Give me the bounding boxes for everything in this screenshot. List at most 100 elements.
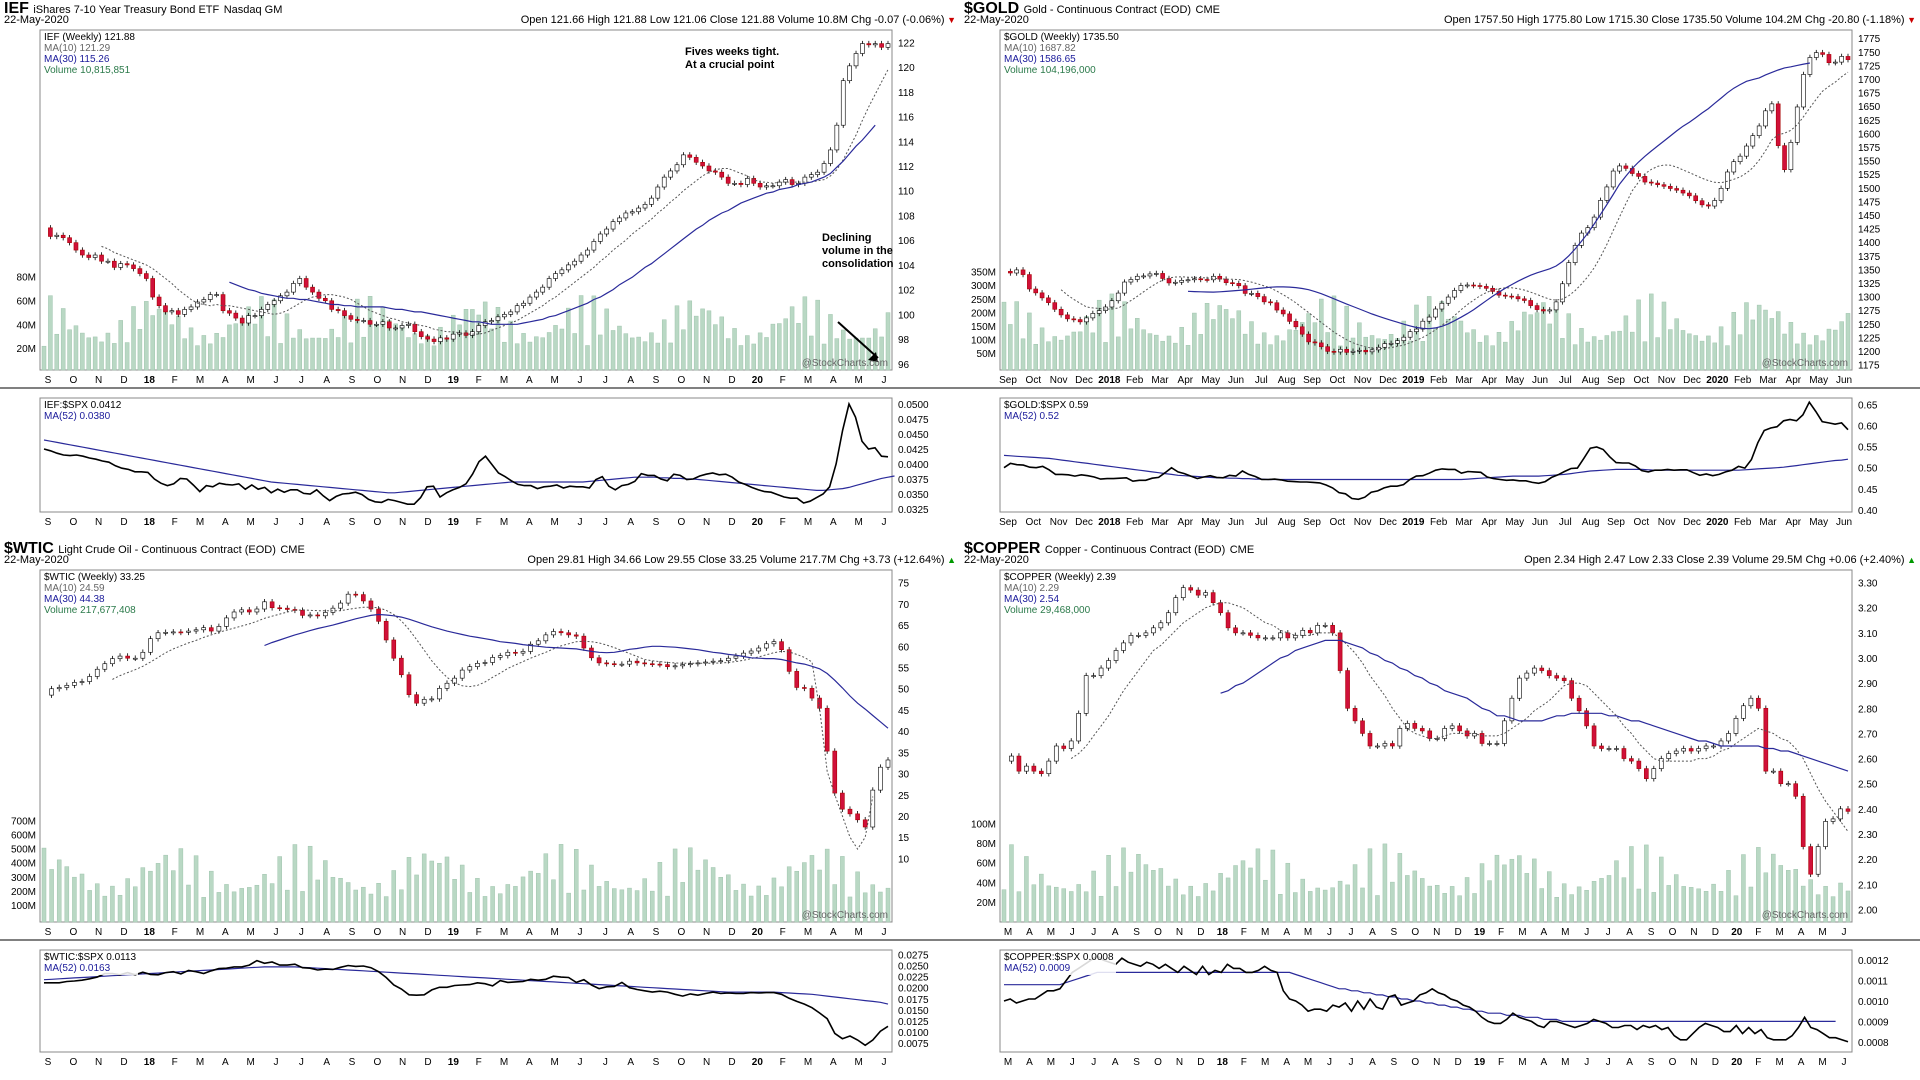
volume-bar — [612, 888, 617, 923]
price-bar — [572, 260, 577, 266]
volume-bar — [551, 879, 556, 923]
volume-bar — [182, 338, 187, 371]
x-tick-label: Oct — [1330, 375, 1346, 386]
volume-bar — [1718, 326, 1724, 371]
volume-bar — [429, 860, 435, 923]
ratio-ma52-line — [43, 439, 895, 494]
ratio-x-tick-label: A — [222, 517, 229, 528]
x-tick-label: N — [399, 927, 406, 938]
volume-bar — [1560, 338, 1565, 371]
price-bar — [1268, 301, 1273, 304]
price-bar — [794, 671, 800, 688]
price-bar — [1270, 637, 1276, 640]
volume-bar — [131, 306, 136, 371]
volume-bar — [1345, 884, 1350, 923]
price-tick-label: 1250 — [1858, 320, 1881, 331]
ratio-x-tick-label: J — [299, 1057, 304, 1068]
volume-bar — [188, 327, 194, 371]
price-bar — [634, 660, 640, 664]
price-bar — [1737, 155, 1743, 163]
ratio-x-tick-label: F — [476, 1057, 482, 1068]
volume-bar — [86, 337, 92, 371]
volume-tick-label: 60M — [17, 297, 36, 308]
volume-bar — [1576, 886, 1582, 923]
price-tick-label: 104 — [898, 261, 915, 272]
price-bar — [1794, 106, 1800, 143]
chart-symbol: IEF — [4, 0, 29, 17]
ohlc-value-open: 29.81 — [557, 554, 585, 566]
price-bar — [150, 278, 155, 298]
volume-bar — [418, 343, 424, 371]
volume-bar — [1242, 333, 1248, 371]
x-tick-label: A — [1626, 927, 1633, 938]
price-bar — [589, 647, 594, 659]
ma10-line — [112, 606, 874, 851]
ratio-x-tick-label: Mar — [1759, 517, 1777, 528]
ratio-x-tick-label: Mar — [1151, 517, 1169, 528]
volume-bar — [335, 337, 341, 371]
volume-bar — [870, 884, 876, 923]
volume-bar — [1033, 344, 1038, 371]
price-bar — [1016, 755, 1022, 772]
price-bar — [1096, 310, 1102, 314]
price-bar — [393, 327, 398, 330]
ratio-x-tick-label: O — [1669, 1057, 1677, 1068]
volume-bar — [1061, 888, 1067, 923]
price-bar — [1445, 296, 1451, 304]
ratio-x-tick-label: May — [1809, 517, 1828, 528]
volume-bar — [1016, 891, 1022, 923]
volume-bar — [1681, 886, 1686, 923]
ohlc-label-chg: Chg — [1802, 554, 1829, 566]
price-bar — [140, 651, 146, 659]
x-tick-label: N — [95, 927, 102, 938]
price-bar — [49, 688, 54, 696]
volume-bar — [49, 869, 54, 923]
volume-bar — [885, 887, 891, 923]
price-bar — [1778, 770, 1784, 785]
volume-bar — [1629, 846, 1634, 923]
price-bar — [824, 707, 830, 752]
volume-bar — [1001, 301, 1007, 371]
volume-bar — [1509, 321, 1514, 371]
ratio-x-tick-label: S — [653, 517, 660, 528]
volume-bar — [1367, 848, 1373, 923]
volume-bar — [1750, 319, 1756, 371]
price-bar — [323, 612, 328, 617]
x-tick-label: D — [728, 927, 735, 938]
volume-bar — [751, 343, 756, 371]
volume-tick-label: 600M — [11, 831, 36, 842]
ratio-x-tick-label: Jun — [1532, 517, 1548, 528]
ratio-x-tick-label: D — [1455, 1057, 1462, 1068]
price-bar — [1546, 670, 1552, 676]
price-bar — [1706, 204, 1711, 207]
ratio-tick-label: 0.0400 — [898, 460, 929, 471]
price-bars — [48, 40, 891, 345]
price-bar — [1793, 783, 1799, 797]
chart-name: iShares 7-10 Year Treasury Bond ETF — [33, 4, 220, 16]
x-tick-label: Feb — [1734, 375, 1752, 386]
price-bar — [1604, 186, 1610, 201]
price-tick-label: 2.90 — [1858, 679, 1878, 690]
chart-canvas: 122 120 118 116 114 112 110 108 106 104 102 100 98 96… — [0, 29, 960, 528]
volume-bar — [543, 853, 549, 923]
price-bar — [1576, 697, 1582, 712]
price-bar — [132, 657, 138, 660]
ma10-line — [1070, 602, 1849, 832]
ratio-x-tick-label: A — [323, 517, 330, 528]
price-bar — [345, 593, 351, 604]
volume-bar — [1322, 889, 1328, 923]
price-tick-label: 1475 — [1858, 197, 1881, 208]
volume-bar — [345, 882, 351, 923]
ratio-tick-label: 0.0010 — [1858, 997, 1889, 1008]
price-tick-label: 106 — [898, 236, 915, 247]
volume-bar — [1793, 869, 1798, 923]
volume-bar — [201, 897, 206, 923]
price-bar — [1680, 189, 1686, 194]
x-tick-label: Aug — [1278, 375, 1296, 386]
volume-bar — [1838, 882, 1843, 923]
ratio-x-tick-label: N — [399, 1057, 406, 1068]
volume-bar — [1584, 890, 1589, 923]
ma30-line — [229, 124, 876, 325]
ratio-x-tick-label: Sep — [1607, 517, 1625, 528]
price-bar — [1071, 318, 1077, 321]
